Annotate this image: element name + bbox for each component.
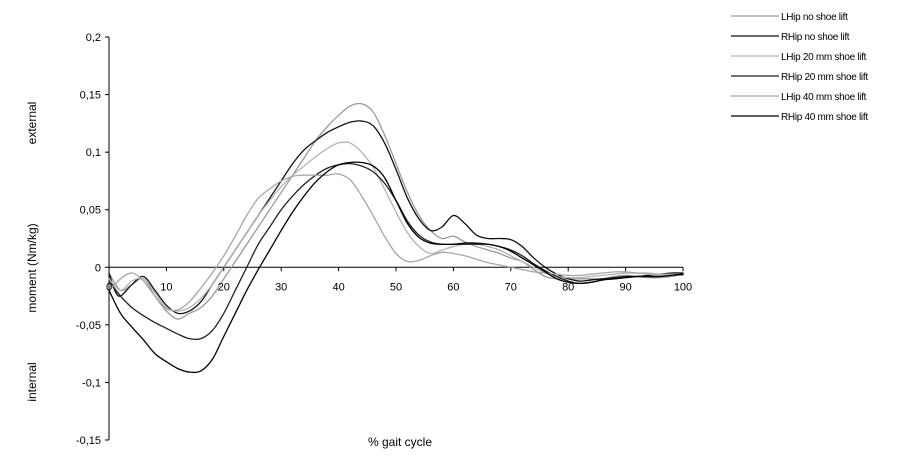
- axes: [108, 37, 683, 440]
- x-tick-label: 40: [332, 281, 344, 293]
- x-tick-label: 60: [447, 281, 459, 293]
- x-tick-label: 10: [160, 281, 172, 293]
- x-axis-title: % gait cycle: [368, 435, 432, 449]
- y-tick-label: 0,15: [80, 90, 101, 102]
- x-tick-label: 50: [390, 281, 402, 293]
- legend-label: LHip 20 mm shoe lift: [781, 52, 867, 63]
- y-tick-label: -0,1: [82, 377, 101, 389]
- x-tick-label: 90: [619, 281, 631, 293]
- x-tick-label: 100: [674, 281, 692, 293]
- x-tick-label: 30: [275, 281, 287, 293]
- series-line-2: [108, 120, 684, 315]
- x-tick-label: 70: [505, 281, 517, 293]
- series-layer: [108, 102, 684, 374]
- y-axis-title: moment (Nm/kg): [25, 223, 39, 312]
- y-tick-label: 0: [95, 262, 101, 274]
- series-line-1: [108, 102, 684, 320]
- legend-label: LHip 40 mm shoe lift: [781, 92, 867, 103]
- legend-label: RHip 40 mm shoe lift: [781, 112, 868, 123]
- legend: LHip no shoe lift RHip no shoe lift LHip 2…: [731, 12, 869, 123]
- series-line-3: [108, 141, 684, 312]
- y-axis-external-label: external: [25, 102, 39, 145]
- y-tick-label: -0,05: [76, 320, 101, 332]
- series-line-4: [108, 162, 684, 341]
- x-tick-label: 0: [106, 281, 112, 293]
- legend-label: LHip no shoe lift: [781, 12, 848, 23]
- legend-label: RHip no shoe lift: [781, 32, 850, 43]
- series-line-5: [108, 173, 684, 312]
- series-line-6: [108, 161, 684, 374]
- y-tick-label: -0,15: [76, 435, 101, 447]
- y-axis-internal-label: internal: [25, 362, 39, 401]
- x-tick-label: 20: [218, 281, 230, 293]
- ticks-layer: 0,2 0,15 0,1 0,05 0 -0,05 -0,1 -0,15 0 10 20 30 40 50…: [76, 32, 692, 447]
- y-tick-label: 0,1: [86, 147, 101, 159]
- legend-label: RHip 20 mm shoe lift: [781, 72, 868, 83]
- y-tick-label: 0,2: [86, 32, 101, 44]
- x-tick-label: 80: [562, 281, 574, 293]
- y-tick-label: 0,05: [80, 205, 101, 217]
